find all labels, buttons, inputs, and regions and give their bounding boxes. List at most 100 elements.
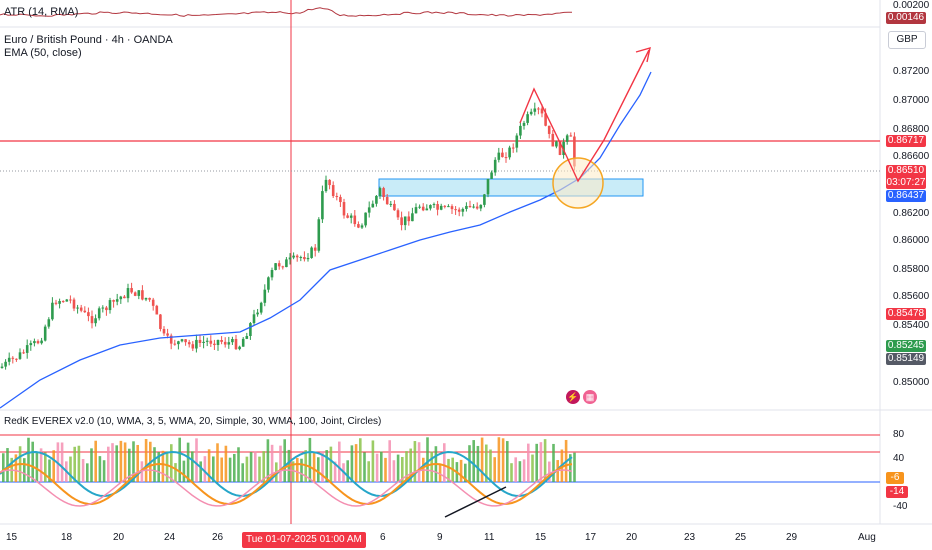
flash-icon[interactable]: ⚡ [566, 390, 580, 404]
candle-body [108, 300, 112, 311]
everex-bar [308, 437, 312, 482]
candlestick-series [0, 102, 576, 370]
candle-body [198, 339, 202, 343]
candle-body [213, 343, 216, 346]
everex-bar [23, 458, 26, 482]
candle-body [227, 342, 231, 345]
everex-bar [81, 459, 85, 482]
candle-body [493, 159, 497, 173]
candle-body [105, 307, 108, 311]
candle-body [238, 346, 241, 350]
candle-body [475, 206, 479, 209]
candle-body [173, 343, 177, 345]
candle-body [396, 210, 400, 218]
candle-body [349, 215, 353, 218]
level-b-tag: 0.85245 [886, 340, 926, 352]
candle-body [295, 255, 299, 258]
everex-bar [60, 442, 64, 482]
time-label: 20 [626, 532, 638, 543]
everex-bar [237, 447, 240, 482]
candle-body [331, 185, 335, 197]
candle-body [310, 247, 313, 258]
candle-body [425, 208, 429, 211]
everex-bar [321, 451, 324, 482]
candle-body [378, 188, 382, 196]
candle-body [479, 204, 483, 209]
candle-body [321, 191, 324, 220]
everex-bar [493, 457, 496, 482]
candle-body [490, 172, 493, 179]
candle-body [385, 196, 389, 205]
price-tick: 0.86200 [893, 208, 930, 219]
everex-bar [174, 463, 177, 482]
divergence-line [444, 486, 507, 518]
price-tick: 0.85600 [893, 291, 930, 302]
candle-body [537, 108, 540, 110]
everex-legend[interactable]: RedK EVEREX v2.0 (10, WMA, 3, 5, WMA, 20… [4, 416, 382, 427]
symbol-title[interactable]: Euro / British Pound · 4h · OANDA [4, 34, 173, 46]
everex-bar [392, 460, 396, 482]
candle-body [324, 179, 328, 192]
candle-body [87, 312, 90, 317]
candle-body [468, 205, 472, 208]
candle-body [346, 215, 349, 218]
everex-bar [472, 440, 475, 482]
candle-body [263, 289, 267, 303]
everex-tick-40: 40 [893, 453, 905, 464]
everex-bar [522, 459, 526, 482]
candle-body [159, 314, 162, 329]
everex-bar [6, 448, 9, 482]
candle-body [565, 135, 569, 142]
candle-body [364, 212, 367, 226]
candle-body [562, 141, 565, 155]
everex-bar [119, 440, 123, 482]
everex-bar [195, 438, 198, 482]
candle-body [526, 114, 529, 123]
candle-body [400, 217, 403, 226]
everex-bar [279, 445, 282, 482]
everex-bar [438, 463, 442, 482]
candle-body [36, 341, 40, 344]
candle-body [15, 358, 18, 360]
everex-bar [266, 439, 270, 482]
everex-bar [123, 442, 127, 482]
candle-body [447, 206, 450, 208]
candle-body [234, 338, 238, 350]
everex-signal-blue [0, 450, 573, 498]
everex-bar [186, 442, 190, 482]
everex-bar [485, 444, 488, 482]
candle-body [33, 341, 36, 344]
candle-body [209, 340, 213, 344]
everex-bar [300, 458, 303, 482]
candle-body [144, 297, 148, 300]
everex-bar [86, 463, 89, 482]
candle-body [569, 135, 573, 137]
everex-bar [459, 459, 463, 482]
everex-bar [338, 441, 341, 482]
price-tick: 0.87000 [893, 95, 930, 106]
candle-body [94, 318, 97, 324]
everex-bar [14, 454, 18, 482]
atr-value-tag: 0.00146 [886, 12, 926, 24]
calendar-icon[interactable]: ▦ [583, 390, 597, 404]
everex-bar [199, 461, 202, 482]
currency-button[interactable]: GBP [888, 31, 926, 49]
atr-line [0, 7, 572, 17]
candle-body [205, 340, 209, 342]
candle-body [43, 326, 47, 341]
everex-bar [464, 463, 467, 482]
atr-legend[interactable]: ATR (14, RMA) [4, 6, 79, 18]
candle-body [51, 302, 54, 320]
candle-body [285, 259, 288, 268]
everex-bar [111, 443, 114, 482]
everex-bar [165, 451, 169, 482]
candle-body [220, 340, 223, 342]
time-label: Aug [858, 532, 876, 543]
candle-body [22, 352, 25, 354]
candle-body [241, 338, 245, 347]
ema-legend[interactable]: EMA (50, close) [4, 47, 82, 59]
bar-countdown-tag: 03:07:27 [886, 177, 926, 189]
everex-bar [48, 459, 51, 482]
